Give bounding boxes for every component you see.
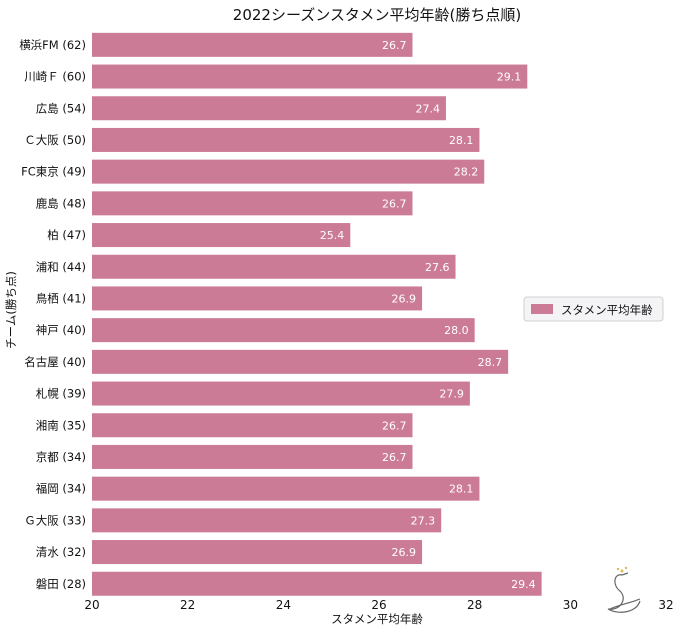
bar	[92, 159, 485, 184]
bar-value-label: 28.1	[449, 134, 474, 147]
bar-value-label: 26.9	[392, 292, 417, 305]
bar	[92, 444, 413, 469]
bar-value-label: 25.4	[320, 229, 345, 242]
legend: スタメン平均年齢	[523, 296, 664, 322]
category-tick-label: 清水 (32)	[36, 545, 86, 559]
category-tick-label: 川崎Ｆ (60)	[24, 70, 86, 84]
category-tick-label: FC東京 (49)	[21, 165, 86, 179]
category-tick-label: 湘南 (35)	[36, 418, 86, 432]
category-tick-label: 京都 (34)	[36, 450, 86, 464]
y-axis-label: チーム(勝ち点)	[4, 271, 18, 349]
bar	[92, 349, 509, 374]
bar-value-label: 27.9	[439, 388, 464, 401]
bar	[92, 191, 413, 216]
swan-icon	[607, 566, 641, 613]
bar-value-label: 28.0	[444, 324, 469, 337]
bar-value-label: 26.7	[382, 39, 407, 52]
category-tick-label: 札幌 (39)	[36, 387, 86, 401]
chart-title: 2022シーズンスタメン平均年齢(勝ち点順)	[233, 6, 521, 24]
bar-value-label: 26.7	[382, 197, 407, 210]
bar	[92, 254, 456, 279]
category-tick-label: Ｃ大阪 (50)	[24, 133, 86, 147]
bar-value-label: 26.9	[392, 546, 417, 559]
category-tick-label: 神戸 (40)	[36, 323, 86, 337]
category-tick-label: 福岡 (34)	[36, 482, 86, 496]
category-tick-label: 名古屋 (40)	[24, 355, 86, 369]
bar	[92, 571, 542, 596]
category-tick-label: 浦和 (44)	[36, 260, 86, 274]
x-axis-label: スタメン平均年齢	[331, 612, 423, 626]
bar	[92, 540, 423, 565]
bar-value-label: 29.4	[511, 578, 536, 591]
bar	[92, 476, 480, 501]
category-tick-label: 鹿島 (48)	[36, 196, 86, 210]
bar	[92, 413, 413, 438]
x-tick-label: 32	[658, 598, 673, 612]
bar	[92, 381, 470, 406]
bar-value-label: 29.1	[497, 71, 522, 84]
x-axis: 20 22 24 26 28 30 32	[84, 598, 673, 612]
bar-value-label: 28.7	[478, 356, 503, 369]
category-tick-label: 磐田 (28)	[36, 577, 86, 591]
bar	[92, 318, 475, 343]
category-tick-label: Ｇ大阪 (33)	[24, 513, 86, 527]
bar	[92, 508, 442, 533]
bar-value-label: 26.7	[382, 419, 407, 432]
bar	[92, 127, 480, 152]
x-tick-label: 30	[563, 598, 578, 612]
bar-value-label: 27.6	[425, 261, 450, 274]
category-tick-label: 横浜FM (62)	[19, 38, 86, 52]
legend-box	[523, 296, 664, 322]
x-tick-label: 28	[467, 598, 482, 612]
bar-value-label: 28.2	[454, 166, 479, 179]
legend-label: スタメン平均年齢	[561, 303, 653, 317]
bar-value-label: 27.4	[415, 102, 440, 115]
bar-value-label: 28.1	[449, 483, 474, 496]
bar-value-label: 27.3	[411, 514, 436, 527]
x-tick-label: 22	[180, 598, 195, 612]
bar	[92, 32, 413, 57]
bars-group: 26.7 横浜FM (62) 29.1 川崎Ｆ (60) 27.4 広島 (54) 28.1…	[19, 32, 542, 596]
x-tick-label: 24	[276, 598, 291, 612]
bar	[92, 64, 528, 89]
bar	[92, 223, 351, 248]
bar	[92, 286, 423, 311]
x-tick-label: 20	[84, 598, 99, 612]
category-tick-label: 鳥栖 (41)	[36, 291, 86, 305]
category-tick-label: 柏 (47)	[47, 228, 86, 242]
bar-value-label: 26.7	[382, 451, 407, 464]
legend-swatch	[531, 304, 553, 314]
x-tick-label: 26	[371, 598, 386, 612]
category-tick-label: 広島 (54)	[36, 101, 86, 115]
bar	[92, 96, 446, 121]
